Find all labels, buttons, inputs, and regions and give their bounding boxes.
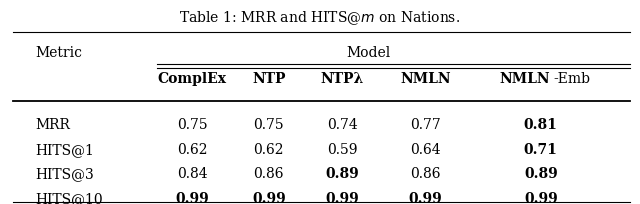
Text: 0.64: 0.64 <box>410 143 441 157</box>
Text: 0.75: 0.75 <box>253 119 284 132</box>
Text: NMLN: NMLN <box>499 72 550 85</box>
Text: 0.62: 0.62 <box>253 143 284 157</box>
Text: 0.99: 0.99 <box>175 192 209 204</box>
Text: NTP: NTP <box>252 72 285 85</box>
Text: 0.71: 0.71 <box>524 143 557 157</box>
Text: Model: Model <box>346 46 390 60</box>
Text: 0.75: 0.75 <box>177 119 207 132</box>
Text: 0.99: 0.99 <box>252 192 285 204</box>
Text: ComplEx: ComplEx <box>157 72 227 85</box>
Text: NMLN: NMLN <box>400 72 451 85</box>
Text: 0.99: 0.99 <box>326 192 359 204</box>
Text: MRR: MRR <box>35 119 70 132</box>
Text: 0.74: 0.74 <box>327 119 358 132</box>
Text: 0.89: 0.89 <box>326 167 359 181</box>
Text: 0.99: 0.99 <box>524 192 557 204</box>
Text: 0.77: 0.77 <box>410 119 441 132</box>
Text: 0.81: 0.81 <box>524 119 557 132</box>
Text: HITS@1: HITS@1 <box>35 143 94 157</box>
Text: 0.99: 0.99 <box>409 192 442 204</box>
Text: -Emb: -Emb <box>553 72 590 85</box>
Text: Metric: Metric <box>35 46 82 60</box>
Text: 0.89: 0.89 <box>524 167 557 181</box>
Text: 0.86: 0.86 <box>410 167 441 181</box>
Text: 0.59: 0.59 <box>327 143 358 157</box>
Text: NTPλ: NTPλ <box>321 72 364 85</box>
Text: HITS@10: HITS@10 <box>35 192 103 204</box>
Text: HITS@3: HITS@3 <box>35 167 94 181</box>
Text: 0.84: 0.84 <box>177 167 207 181</box>
Text: Table 1: MRR and HITS@$m$ on Nations.: Table 1: MRR and HITS@$m$ on Nations. <box>179 9 461 27</box>
Text: 0.86: 0.86 <box>253 167 284 181</box>
Text: 0.62: 0.62 <box>177 143 207 157</box>
